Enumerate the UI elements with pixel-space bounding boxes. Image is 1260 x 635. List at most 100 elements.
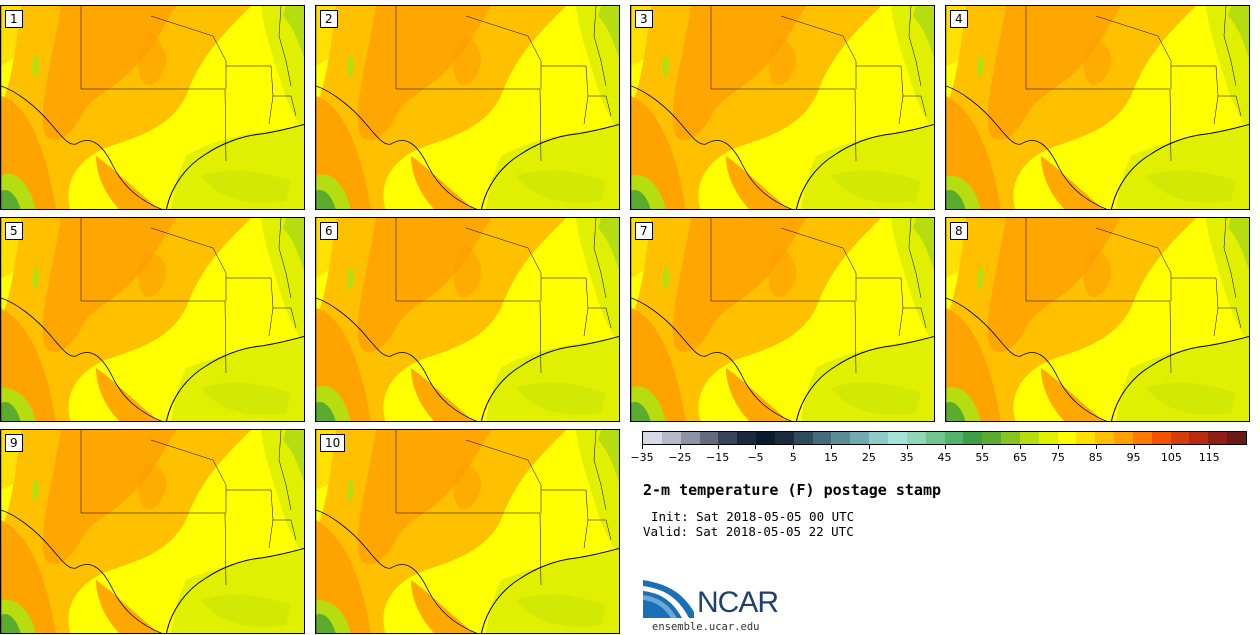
colorbar-cell [1057,432,1077,444]
colorbar-cell [1132,432,1152,444]
colorbar-tick-label: −5 [747,451,764,464]
temperature-map [631,218,934,421]
colorbar-cell [1019,432,1039,444]
colorbar-tick-label: 55 [975,451,990,464]
member-number-label: 6 [320,222,338,240]
colorbar-tick [906,445,908,449]
colorbar-cell [680,432,700,444]
temperature-map [1,218,304,421]
page-title: 2-m temperature (F) postage stamp [643,481,942,499]
member-number-label: 5 [5,222,23,240]
colorbar-cell [718,432,738,444]
colorbar-cell [1114,432,1133,444]
ncar-wordmark[interactable]: NCAR [697,586,779,619]
colorbar-tick [1171,445,1173,449]
postage-stamp-7[interactable]: 7 [630,217,935,422]
colorbar-tick [1133,445,1135,449]
member-number-label: 3 [635,10,653,28]
ncar-logo [643,580,694,618]
valid-time: Valid: Sat 2018-05-05 22 UTC [643,524,854,539]
colorbar-tick [982,445,984,449]
postage-stamp-2[interactable]: 2 [315,5,620,210]
temperature-map [316,6,619,209]
colorbar-cell [1170,432,1190,444]
colorbar-cell [982,432,1002,444]
colorbar-cell [793,432,813,444]
colorbar-tick-label: −35 [630,451,654,464]
colorbar-cell [869,432,888,444]
colorbar [642,431,1247,445]
colorbar-cell [1076,432,1096,444]
colorbar-cell [1095,432,1115,444]
colorbar-cell [661,432,681,444]
site-link[interactable]: ensemble.ucar.edu [652,621,760,633]
member-number-label: 4 [950,10,968,28]
postage-stamp-5[interactable]: 5 [0,217,305,422]
colorbar-tick-label: 75 [1050,451,1065,464]
colorbar-cell [756,432,775,444]
temperature-map [631,6,934,209]
colorbar-tick [1095,445,1097,449]
member-number-label: 1 [5,10,23,28]
member-number-label: 2 [320,10,338,28]
colorbar-tick-label: 25 [861,451,876,464]
colorbar-cell [1208,432,1228,444]
colorbar-cell [699,432,719,444]
colorbar-tick [1209,445,1211,449]
colorbar-cell [643,432,662,444]
colorbar-cell [850,432,870,444]
member-number-label: 8 [950,222,968,240]
colorbar-cell [1038,432,1058,444]
temperature-map [946,218,1249,421]
colorbar-cell [925,432,945,444]
postage-stamp-1[interactable]: 1 [0,5,305,210]
postage-stamp-10[interactable]: 10 [315,429,620,634]
colorbar-tick [755,445,757,449]
colorbar-tick-label: 15 [824,451,839,464]
colorbar-tick [944,445,946,449]
member-number-label: 10 [320,434,346,452]
postage-stamp-4[interactable]: 4 [945,5,1250,210]
colorbar-tick [1020,445,1022,449]
postage-stamp-9[interactable]: 9 [0,429,305,634]
colorbar-ticks: −35 −25 −15 −5 5 15 25 35 45 55 65 75 85 95 105 115 [630,445,1247,465]
colorbar-tick [1057,445,1059,449]
colorbar-cell [831,432,851,444]
colorbar-tick-label: 85 [1088,451,1103,464]
colorbar-cell [1151,432,1171,444]
colorbar-tick [793,445,795,449]
colorbar-tick-label: 5 [789,451,797,464]
colorbar-tick-label: 115 [1198,451,1220,464]
colorbar-tick-label: 65 [1013,451,1028,464]
temperature-map [316,430,619,633]
postage-stamp-6[interactable]: 6 [315,217,620,422]
member-number-label: 7 [635,222,653,240]
colorbar-tick [717,445,719,449]
member-number-label: 9 [5,434,23,452]
colorbar-tick-label: 95 [1126,451,1141,464]
colorbar-cell [906,432,926,444]
temperature-map [1,430,304,633]
colorbar-cell [963,432,983,444]
colorbar-cell [887,432,907,444]
init-time: Init: Sat 2018-05-05 00 UTC [651,509,855,524]
colorbar-tick-label: −25 [668,451,692,464]
temperature-map [946,6,1249,209]
colorbar-tick-label: 35 [899,451,914,464]
colorbar-cell [944,432,964,444]
colorbar-cell [812,432,832,444]
colorbar-tick [868,445,870,449]
colorbar-cell [1001,432,1020,444]
colorbar-tick-label: 105 [1160,451,1182,464]
colorbar-tick-label: −15 [706,451,730,464]
postage-stamp-8[interactable]: 8 [945,217,1250,422]
colorbar-cell [737,432,757,444]
colorbar-tick [831,445,833,449]
temperature-map [316,218,619,421]
postage-stamp-3[interactable]: 3 [630,5,935,210]
colorbar-tick [679,445,681,449]
colorbar-cell [1227,432,1246,444]
colorbar-tick [642,445,643,449]
temperature-map [1,6,304,209]
colorbar-tick-label: 45 [937,451,952,464]
